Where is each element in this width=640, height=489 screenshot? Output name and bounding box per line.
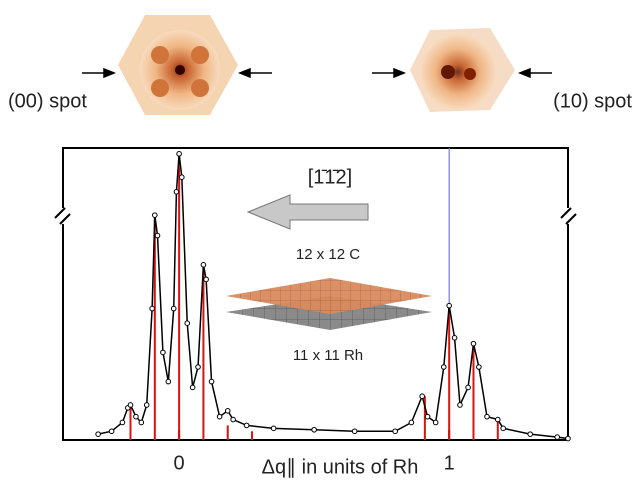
data-point (352, 429, 357, 434)
data-point (420, 394, 425, 399)
data-point (312, 427, 317, 432)
data-point (171, 306, 176, 311)
data-point (458, 403, 463, 408)
data-point (144, 403, 149, 408)
data-point (155, 233, 160, 238)
data-point (128, 403, 133, 408)
figure: (00) spot (10) spot [1̄1̄2] 12 x 12 C 11… (0, 0, 640, 484)
data-point (466, 385, 471, 390)
data-point (153, 213, 158, 218)
data-point (485, 414, 490, 419)
data-point (96, 432, 101, 437)
data-point (425, 414, 430, 419)
data-point (150, 306, 155, 311)
data-point (566, 436, 571, 441)
data-point (120, 420, 125, 425)
layer-label: 11 x 11 Rh (293, 347, 363, 364)
data-point (161, 350, 166, 355)
data-point (217, 414, 222, 419)
layer-label: 12 x 12 C (296, 246, 360, 263)
data-point (174, 190, 179, 195)
data-point (528, 432, 533, 437)
data-point (185, 321, 190, 326)
data-point (441, 365, 446, 370)
data-point (447, 303, 452, 308)
data-point (495, 417, 500, 422)
data-point (204, 277, 209, 282)
data-point (139, 420, 144, 425)
spot-label: (10) spot (553, 90, 632, 112)
data-point (433, 420, 438, 425)
data-point (271, 426, 276, 431)
direction-label: [1̄1̄2] (308, 166, 352, 188)
x-axis-label: Δq∥ in units of Rh (262, 456, 419, 478)
data-point (409, 420, 414, 425)
data-point (109, 429, 114, 434)
x-tick-label: 1 (444, 452, 455, 474)
data-point (190, 385, 195, 390)
data-point (477, 365, 482, 370)
x-tick-label: 0 (174, 452, 185, 474)
data-point (134, 414, 139, 419)
data-point (209, 379, 214, 384)
data-point (393, 429, 398, 434)
data-point (196, 365, 201, 370)
data-point (244, 423, 249, 428)
data-point (180, 175, 185, 180)
data-point (555, 435, 560, 440)
direction-arrow (248, 195, 368, 229)
spot-image-10 (410, 28, 515, 112)
data-point (166, 379, 171, 384)
data-point (201, 263, 206, 268)
spot-label: (00) spot (8, 90, 87, 112)
data-point (177, 152, 182, 157)
data-point (501, 426, 506, 431)
data-point (452, 336, 457, 341)
data-point (231, 417, 236, 422)
spot-image-00 (118, 15, 238, 115)
data-point (225, 409, 230, 414)
data-point (471, 341, 476, 346)
